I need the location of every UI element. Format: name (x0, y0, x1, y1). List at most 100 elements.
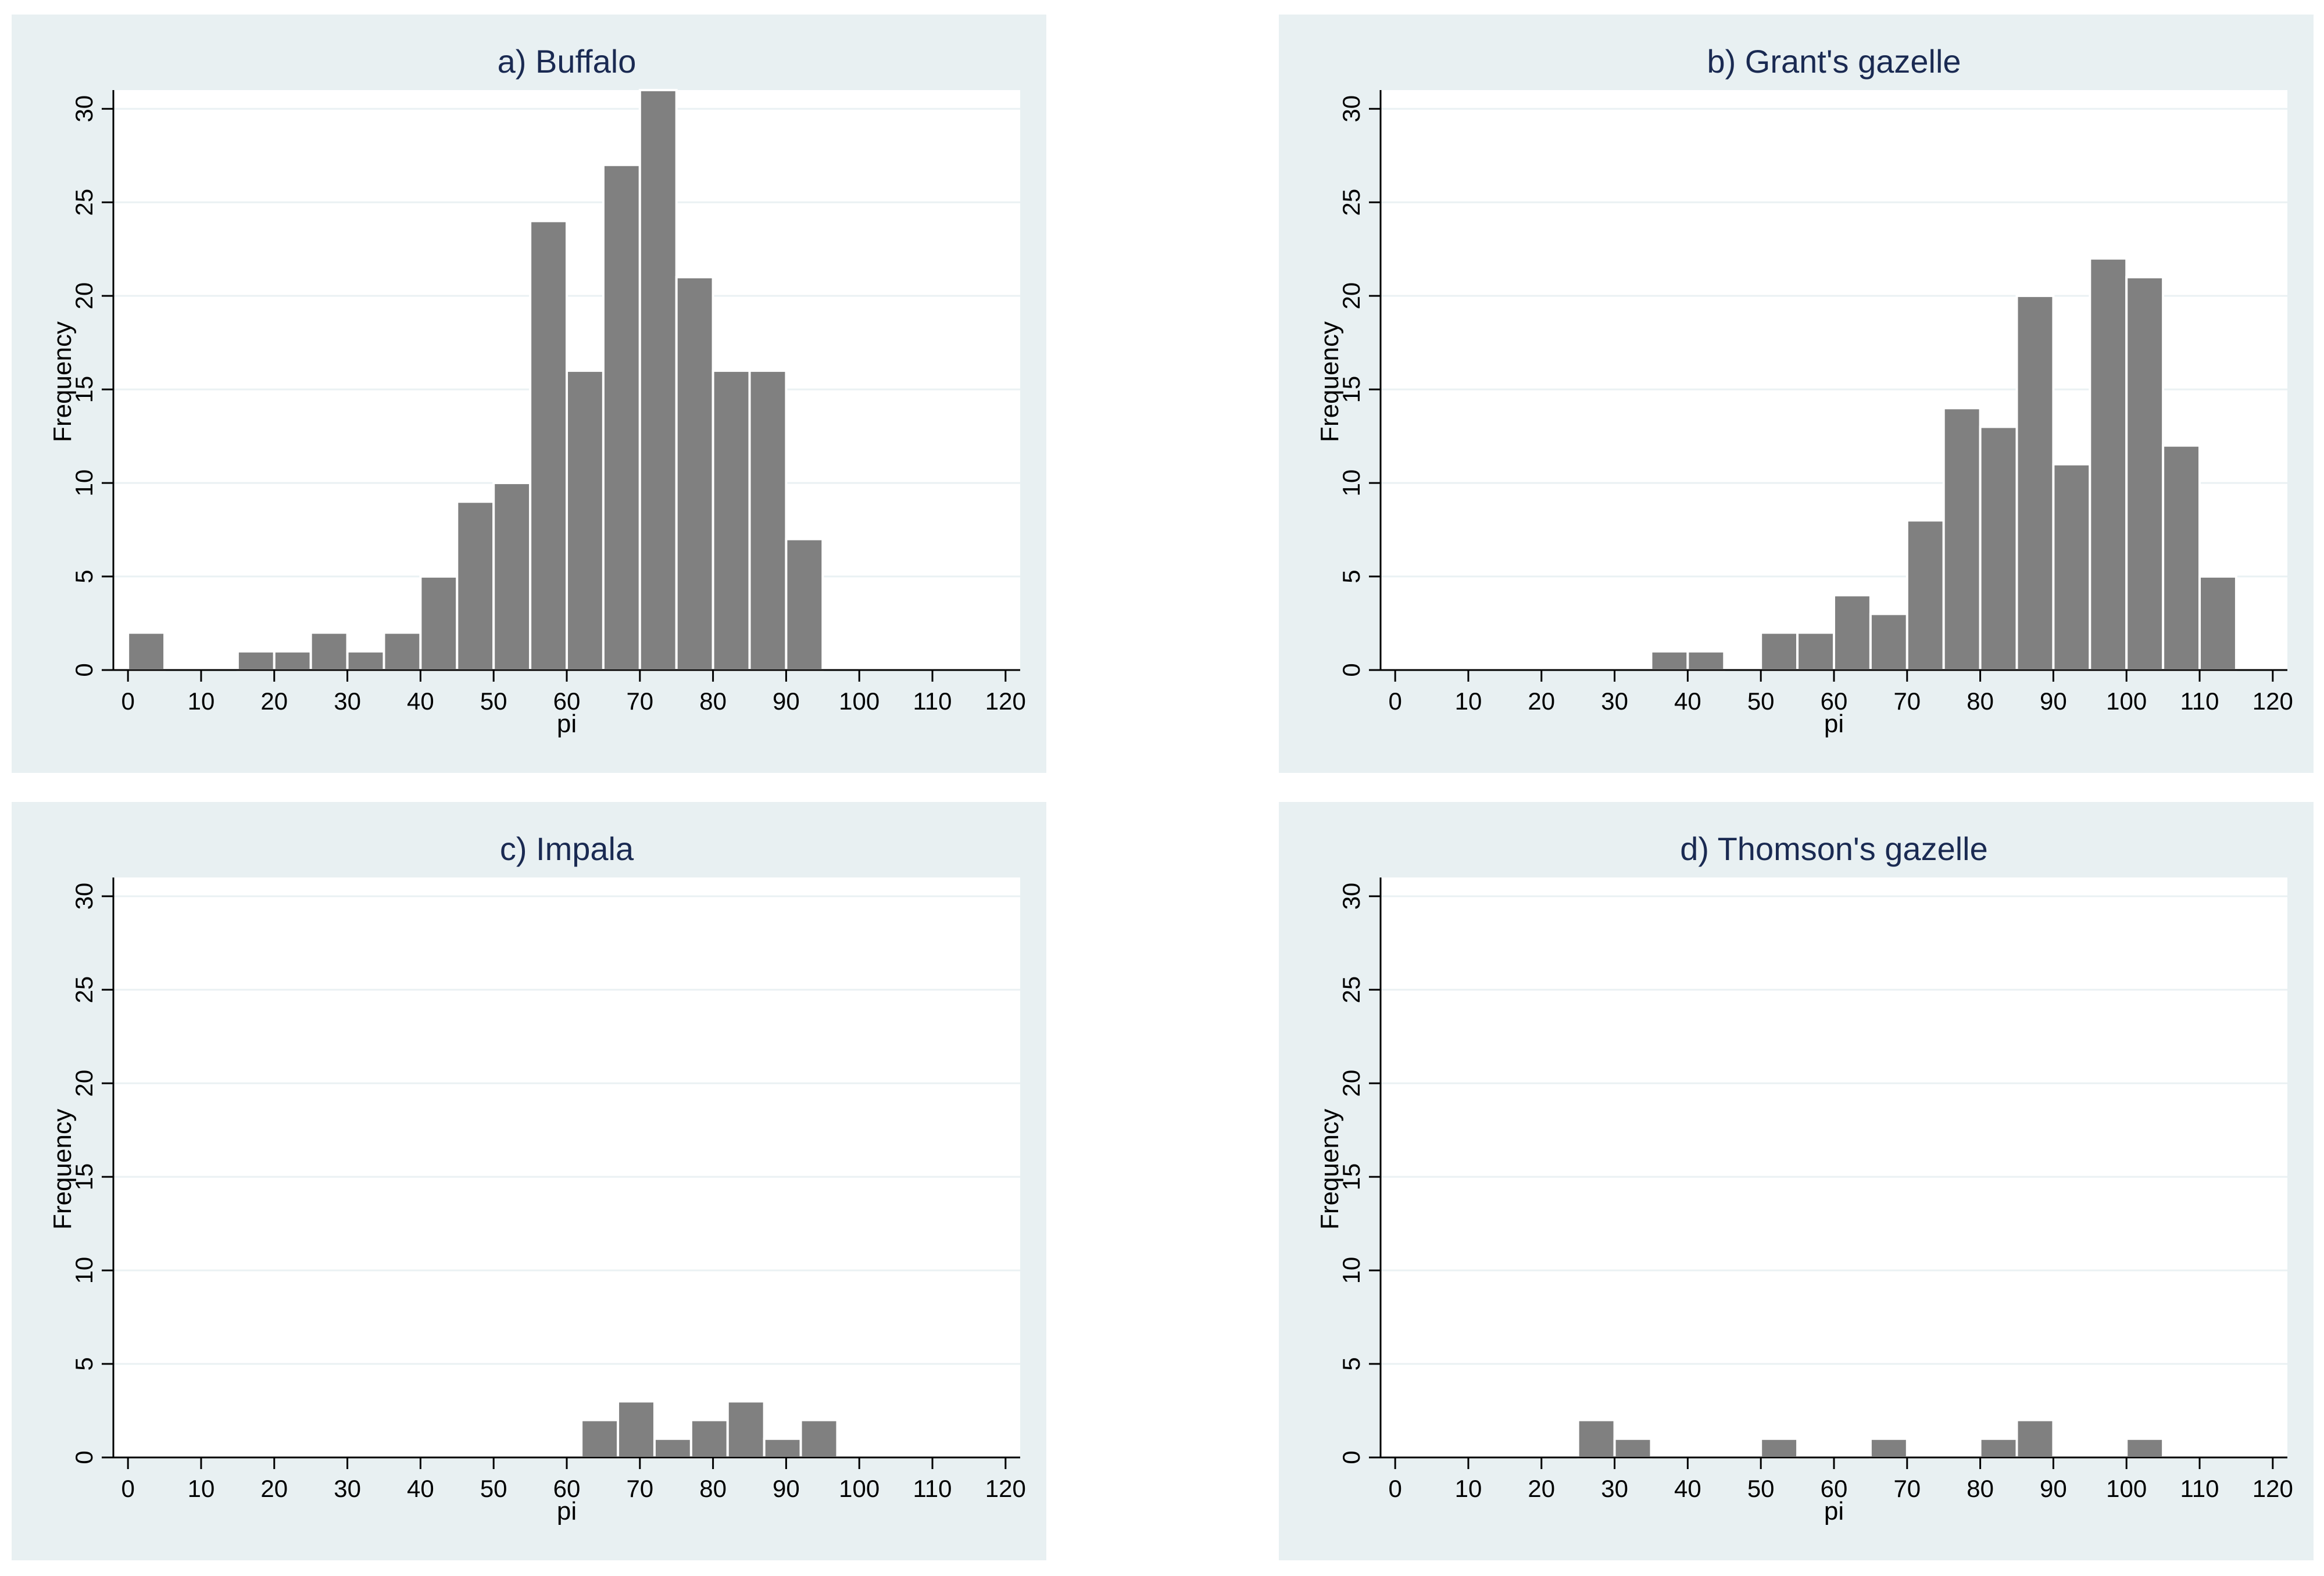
histogram-bar (566, 369, 605, 671)
histogram-bar (346, 650, 385, 671)
histogram-bar (617, 1400, 656, 1459)
chart-title: a) Buffalo (498, 43, 637, 80)
y-tick-label: 5 (1338, 569, 1365, 583)
x-tick-label: 100 (2106, 1475, 2147, 1502)
x-tick-label: 80 (699, 687, 727, 715)
x-tick-label: 120 (985, 1475, 1026, 1502)
y-axis-label: Frequency (1315, 1109, 1344, 1230)
chart-title: d) Thomson's gazelle (1680, 830, 1987, 867)
y-tick-label: 5 (1338, 1357, 1365, 1370)
chart-panel-buffalo: 0 5 10 15 20 25 30 0 10 20 30 40 50 60 70 80 90 100 110 120… (12, 15, 1046, 773)
x-axis-label: pi (557, 1497, 577, 1525)
histogram-bar (2162, 444, 2201, 671)
x-tick-label: 110 (2180, 1475, 2219, 1502)
x-tick-label: 90 (773, 687, 800, 715)
x-tick-label: 20 (260, 1475, 288, 1502)
x-tick-label: 90 (773, 1475, 800, 1502)
x-tick-label: 70 (626, 1475, 653, 1502)
x-tick-label: 100 (839, 1475, 879, 1502)
histogram-bar (602, 163, 641, 672)
histogram-bar (1979, 425, 2018, 672)
chart-title: c) Impala (500, 830, 634, 867)
x-tick-label: 90 (2040, 687, 2067, 715)
x-tick-label: 90 (2040, 1475, 2067, 1502)
y-tick-label: 30 (1338, 883, 1365, 910)
histogram-bar (653, 1437, 692, 1459)
histogram-bar (2052, 463, 2091, 671)
x-tick-label: 10 (188, 1475, 215, 1502)
histogram-bar (1942, 407, 1982, 672)
histogram-bar (2089, 257, 2128, 671)
histogram-bar (529, 220, 569, 671)
x-tick-label: 60 (1821, 687, 1848, 715)
chart-panel-grants-gazelle: 0 5 10 15 20 25 30 0 10 20 30 40 50 60 70 80 90 100 110 120… (1279, 15, 2314, 773)
histogram-bar (1905, 519, 1945, 671)
y-tick-label: 10 (1338, 470, 1365, 497)
x-tick-label: 120 (2253, 1475, 2293, 1502)
x-tick-label: 20 (1528, 1475, 1555, 1502)
y-tick-label: 20 (70, 282, 98, 310)
x-axis-label: pi (1824, 1497, 1844, 1525)
y-tick-label: 20 (1338, 1070, 1365, 1097)
histogram-bar (456, 500, 495, 671)
x-tick-label: 40 (407, 687, 434, 715)
histogram-bar (1613, 1437, 1653, 1459)
y-tick-label: 10 (70, 470, 98, 497)
x-tick-label: 20 (260, 687, 288, 715)
histogram-bar (127, 631, 166, 672)
x-tick-label: 100 (839, 687, 879, 715)
y-tick-label: 10 (1338, 1257, 1365, 1284)
x-tick-label: 30 (334, 1475, 361, 1502)
y-axis-label: Frequency (1315, 321, 1344, 442)
x-tick-label: 0 (1388, 1475, 1401, 1502)
y-tick-label: 15 (70, 376, 98, 403)
histogram-bar (638, 89, 678, 671)
y-tick-label: 0 (70, 1450, 98, 1464)
chart-svg-impala: 0 5 10 15 20 25 30 0 10 20 30 40 50 60 70 80 90 100 110 120… (48, 830, 1026, 1525)
histogram-bar (785, 538, 824, 671)
x-tick-label: 50 (480, 687, 507, 715)
histogram-bar (419, 575, 459, 672)
histogram-bar (580, 1419, 620, 1459)
histogram-bar (2198, 575, 2237, 672)
x-tick-label: 60 (553, 1475, 581, 1502)
chart-svg-buffalo: 0 5 10 15 20 25 30 0 10 20 30 40 50 60 70 80 90 100 110 120… (48, 43, 1026, 738)
x-tick-label: 30 (1601, 687, 1628, 715)
histogram-bar (675, 275, 714, 671)
x-tick-label: 120 (2253, 687, 2293, 715)
x-tick-label: 0 (121, 687, 134, 715)
histogram-bar (273, 650, 312, 671)
histogram-bar (1650, 650, 1689, 671)
x-axis-label: pi (557, 710, 577, 738)
y-axis-label: Frequency (48, 1109, 77, 1230)
histogram-bar (1869, 613, 1908, 671)
histogram-bar (689, 1419, 729, 1459)
x-tick-label: 100 (2106, 687, 2147, 715)
histogram-bar (2125, 1437, 2165, 1459)
plot-area (113, 877, 1020, 1457)
plot-area (1381, 877, 2287, 1457)
x-tick-label: 50 (1747, 687, 1775, 715)
x-tick-label: 30 (1601, 1475, 1628, 1502)
histogram-bar (382, 631, 422, 672)
x-tick-label: 10 (1455, 687, 1482, 715)
x-tick-label: 120 (985, 687, 1026, 715)
histogram-bar (1760, 1437, 1799, 1459)
y-tick-label: 25 (1338, 976, 1365, 1004)
x-tick-label: 0 (121, 1475, 134, 1502)
x-tick-label: 110 (913, 687, 952, 715)
x-tick-label: 60 (553, 687, 581, 715)
histogram-bar (1869, 1437, 1908, 1459)
x-tick-label: 60 (1821, 1475, 1848, 1502)
histogram-bar (2015, 295, 2055, 671)
x-tick-label: 40 (1674, 1475, 1701, 1502)
histogram-bar (726, 1400, 766, 1459)
histogram-bar (763, 1437, 802, 1459)
y-tick-label: 15 (70, 1163, 98, 1191)
histogram-bar (748, 369, 788, 671)
y-tick-label: 10 (70, 1257, 98, 1284)
y-tick-label: 5 (70, 1357, 98, 1370)
histogram-bar (2125, 275, 2165, 671)
y-tick-label: 15 (1338, 376, 1365, 403)
x-tick-label: 80 (699, 1475, 727, 1502)
